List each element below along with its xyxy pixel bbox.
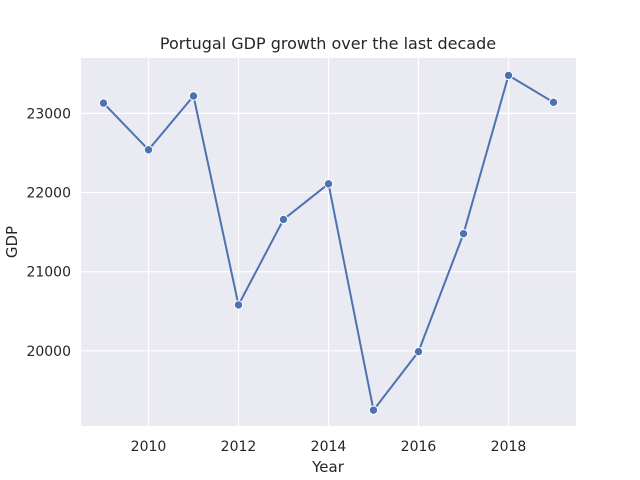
data-point bbox=[368, 405, 379, 415]
x-tick-label: 2016 bbox=[401, 439, 437, 455]
data-point bbox=[233, 300, 244, 310]
chart-title: Portugal GDP growth over the last decade bbox=[160, 34, 496, 53]
data-point bbox=[98, 98, 109, 108]
data-point bbox=[278, 214, 289, 225]
data-point bbox=[548, 97, 559, 108]
y-axis-label: GDP bbox=[3, 226, 21, 258]
data-point bbox=[458, 228, 469, 239]
x-tick-label: 2012 bbox=[221, 439, 257, 455]
series-layer bbox=[98, 70, 559, 415]
data-point bbox=[188, 91, 199, 101]
x-tick-label: 2018 bbox=[491, 439, 527, 455]
data-point bbox=[413, 346, 424, 357]
x-axis-label: Year bbox=[311, 458, 345, 476]
data-point bbox=[143, 145, 154, 155]
y-tick-label: 23000 bbox=[26, 106, 71, 122]
x-tick-label: 2014 bbox=[311, 439, 347, 455]
y-tick-label: 22000 bbox=[26, 186, 71, 202]
grid-lines bbox=[81, 58, 576, 426]
x-tick-label: 2010 bbox=[131, 439, 167, 455]
data-point bbox=[503, 70, 514, 81]
tick-labels: 2010 2012 2014 2016 2018 20000 21000 22000 23000 bbox=[26, 106, 526, 455]
data-point bbox=[323, 179, 334, 189]
y-tick-label: 20000 bbox=[26, 344, 71, 360]
y-tick-label: 21000 bbox=[26, 265, 71, 281]
